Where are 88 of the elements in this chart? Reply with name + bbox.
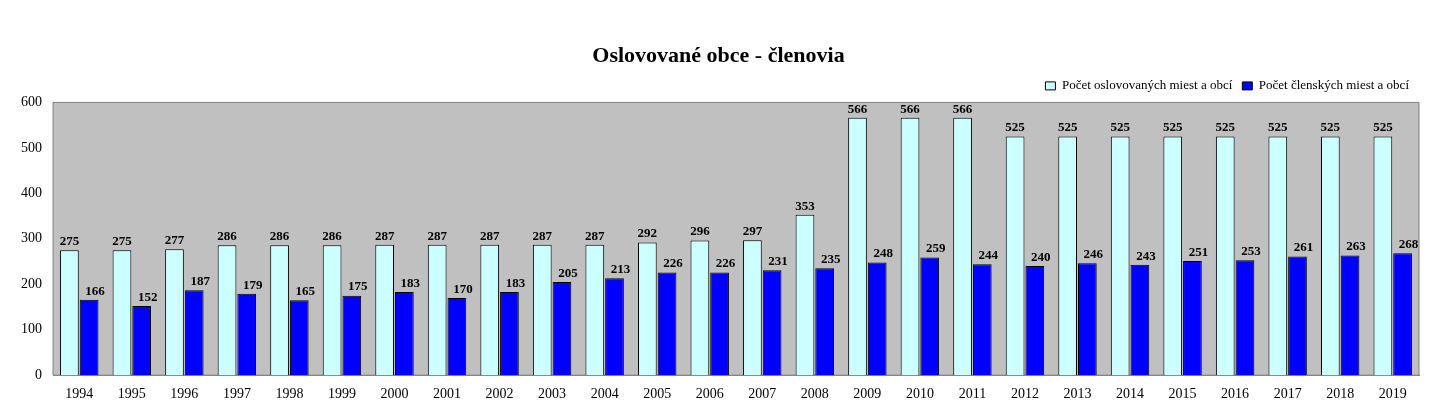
data-label: 292 <box>637 225 658 241</box>
data-label: 175 <box>348 278 369 294</box>
data-label: 235 <box>820 251 841 267</box>
data-label: 525 <box>1110 119 1131 135</box>
x-tick-label: 2016 <box>1221 386 1250 402</box>
data-label: 525 <box>1268 119 1289 135</box>
x-tick-label: 2007 <box>748 386 777 402</box>
data-label: 287 <box>374 227 395 243</box>
x-tick-label: 2011 <box>958 386 987 402</box>
x-tick-label: 2010 <box>905 386 934 402</box>
data-label: 275 <box>59 233 80 249</box>
x-tick-label: 1995 <box>117 386 146 402</box>
data-label: 152 <box>137 288 158 304</box>
data-label: 166 <box>85 282 106 298</box>
x-tick-label: 1997 <box>222 386 251 402</box>
data-label: 240 <box>1031 248 1051 264</box>
data-label: 231 <box>768 253 788 269</box>
data-label: 287 <box>479 227 500 243</box>
x-tick-label: 1998 <box>275 386 304 402</box>
data-label: 183 <box>400 274 421 290</box>
data-label: 261 <box>1293 239 1314 255</box>
y-tick-label: 500 <box>21 139 42 155</box>
y-tick-label: 0 <box>35 366 42 382</box>
x-tick-label: 2012 <box>1010 386 1039 402</box>
data-label: 287 <box>532 227 553 243</box>
data-label: 286 <box>322 228 343 244</box>
data-label: 296 <box>690 223 711 239</box>
x-tick-label: 2003 <box>538 386 567 402</box>
x-tick-label: 2006 <box>695 386 724 402</box>
x-tick-label: 2009 <box>853 386 882 402</box>
data-label: 525 <box>1162 119 1183 135</box>
data-label: 226 <box>715 255 736 271</box>
data-label: 275 <box>112 233 133 249</box>
data-label: 248 <box>873 245 894 261</box>
data-label: 165 <box>295 283 316 299</box>
x-tick-label: 2013 <box>1063 386 1092 402</box>
data-label: 251 <box>1188 243 1209 259</box>
y-tick-label: 100 <box>21 321 42 337</box>
legend-label: Počet oslovovaných miest a obcí <box>1061 77 1233 93</box>
data-label: 566 <box>900 100 921 116</box>
data-label: 287 <box>585 227 606 243</box>
data-label: 268 <box>1398 236 1419 252</box>
data-label: 246 <box>1083 246 1104 262</box>
y-tick-label: 200 <box>21 275 42 291</box>
data-label: 525 <box>1373 119 1394 135</box>
data-label: 259 <box>925 240 946 256</box>
legend-label: Počet členských miest a obcí <box>1258 77 1410 93</box>
data-label: 183 <box>505 274 526 290</box>
x-tick-label: 2015 <box>1168 386 1197 402</box>
x-tick-label: 2018 <box>1326 386 1355 402</box>
data-label: 253 <box>1241 243 1262 259</box>
x-tick-label: 2019 <box>1378 386 1407 402</box>
x-tick-label: 2001 <box>433 386 462 402</box>
data-label: 263 <box>1346 238 1367 254</box>
x-tick-label: 2002 <box>485 386 514 402</box>
data-label: 525 <box>1320 119 1341 135</box>
data-label: 286 <box>217 228 238 244</box>
x-tick-label: 2005 <box>643 386 672 402</box>
data-label: 525 <box>1215 119 1236 135</box>
data-label: 213 <box>610 261 631 277</box>
data-label: 286 <box>269 228 290 244</box>
data-label: 566 <box>952 100 973 116</box>
data-label: 170 <box>453 280 473 296</box>
x-tick-label: 1999 <box>327 386 356 402</box>
data-label: 525 <box>1057 119 1078 135</box>
x-tick-label: 2000 <box>380 386 409 402</box>
data-label: 277 <box>164 232 185 248</box>
data-label: 244 <box>978 247 999 263</box>
x-tick-label: 2004 <box>590 386 619 402</box>
x-tick-label: 2017 <box>1273 386 1302 402</box>
x-tick-label: 2014 <box>1116 386 1145 402</box>
data-label: 566 <box>847 100 868 116</box>
data-label: 179 <box>242 276 263 292</box>
data-label: 243 <box>1136 247 1157 263</box>
data-label: 187 <box>190 273 211 289</box>
data-label: 297 <box>742 223 763 239</box>
chart-title: Oslovované obce - členovia <box>592 41 845 67</box>
x-tick-label: 2008 <box>800 386 829 402</box>
x-tick-label: 1994 <box>65 386 94 402</box>
data-label: 226 <box>663 255 684 271</box>
data-label: 353 <box>795 197 816 213</box>
data-label: 287 <box>427 227 448 243</box>
data-label: 205 <box>558 264 579 280</box>
y-tick-label: 300 <box>21 230 42 246</box>
y-tick-label: 400 <box>21 185 42 201</box>
x-tick-label: 1996 <box>170 386 199 402</box>
data-label: 525 <box>1005 119 1026 135</box>
y-tick-label: 600 <box>21 94 42 110</box>
